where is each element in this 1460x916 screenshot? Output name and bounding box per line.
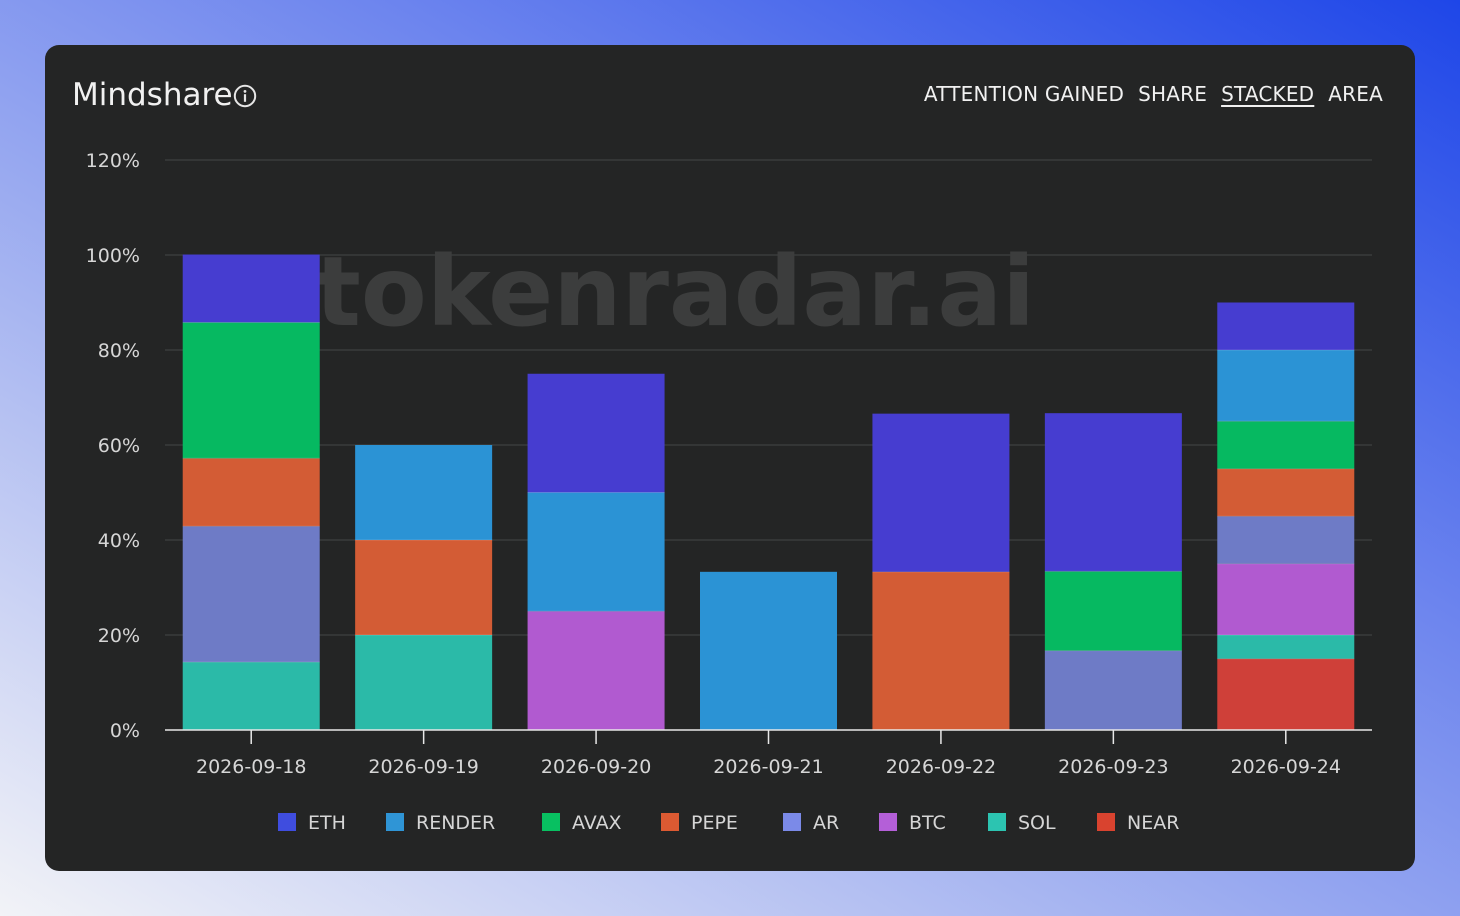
bar-eth-2026-09-20[interactable] [527,373,665,493]
legend-label: BTC [909,812,946,834]
legend-item-pepe[interactable]: PEPE [661,812,738,834]
legend-item-ar[interactable]: AR [783,812,839,834]
page-title: Mindshare [72,77,233,113]
legend-swatch [1097,813,1115,831]
mindshare-card: Mindshare ATTENTION GAINED SHARE STACKED… [45,45,1415,871]
bar-btc-2026-09-20[interactable] [527,611,665,730]
bar-eth-2026-09-22[interactable] [872,413,1010,572]
legend-label: ETH [308,812,346,834]
legend-label: SOL [1018,812,1056,834]
x-axis: 2026-09-18 2026-09-19 2026-09-20 2026-09-21… [165,729,1372,778]
legend-swatch [386,813,404,831]
legend-item-render[interactable]: RENDER [386,812,495,834]
bar-near-2026-09-24[interactable] [1217,658,1355,730]
bar-pepe-2026-09-24[interactable] [1217,468,1355,517]
y-tick-label: 20% [98,625,140,647]
x-tick-label: 2026-09-24 [1231,756,1341,778]
bar-avax-2026-09-24[interactable] [1217,421,1355,469]
info-icon[interactable] [233,84,257,108]
legend-item-near[interactable]: NEAR [1097,812,1179,834]
tab-share[interactable]: SHARE [1138,82,1208,106]
bar-eth-2026-09-18[interactable] [182,254,320,323]
legend-item-sol[interactable]: SOL [988,812,1056,834]
legend-item-btc[interactable]: BTC [879,812,946,834]
tab-area[interactable]: AREA [1328,82,1383,106]
y-tick-label: 0% [110,720,140,742]
bar-render-2026-09-19[interactable] [355,445,493,540]
legend-label: NEAR [1127,812,1179,834]
y-tick-label: 80% [98,340,140,362]
bar-eth-2026-09-24[interactable] [1217,302,1355,351]
watermark: tokenradar.ai [315,236,1035,348]
tab-stacked[interactable]: STACKED [1221,82,1315,106]
bars-layer [182,254,1355,730]
x-tick-label: 2026-09-22 [886,756,996,778]
x-tick-label: 2026-09-21 [713,756,823,778]
view-tabs: ATTENTION GAINED SHARE STACKED AREA [924,81,1383,107]
legend: ETH RENDER AVAX PEPE AR BTC SOL NEAR [278,812,1179,834]
legend-swatch [278,813,296,831]
bar-render-2026-09-20[interactable] [527,492,665,612]
legend-swatch [661,813,679,831]
x-tick-label: 2026-09-18 [196,756,306,778]
bar-avax-2026-09-18[interactable] [182,322,320,459]
bar-render-2026-09-24[interactable] [1217,350,1355,422]
bar-pepe-2026-09-19[interactable] [355,540,493,635]
legend-swatch [542,813,560,831]
mindshare-chart: 0% 20% 40% 60% 80% 100% 120% tokenradar.ai 202… [86,150,1372,834]
bar-avax-2026-09-23[interactable] [1044,571,1182,651]
bar-render-2026-09-21[interactable] [700,571,837,730]
bar-ar-2026-09-24[interactable] [1217,516,1355,564]
legend-swatch [879,813,897,831]
bar-sol-2026-09-24[interactable] [1217,635,1355,659]
y-tick-label: 40% [98,530,140,552]
y-tick-label: 120% [86,150,140,172]
legend-label: AVAX [572,812,622,834]
y-tick-label: 100% [86,245,140,267]
bar-ar-2026-09-23[interactable] [1044,650,1182,730]
bar-pepe-2026-09-18[interactable] [182,458,320,527]
legend-item-eth[interactable]: ETH [278,812,346,834]
legend-item-avax[interactable]: AVAX [542,812,622,834]
legend-label: PEPE [691,812,738,834]
legend-swatch [783,813,801,831]
bar-sol-2026-09-19[interactable] [355,635,493,730]
bar-sol-2026-09-18[interactable] [182,662,320,730]
legend-label: AR [813,812,839,834]
tab-attention-gained[interactable]: ATTENTION GAINED [923,82,1125,106]
x-tick-label: 2026-09-19 [368,756,478,778]
legend-label: RENDER [416,812,495,834]
legend-swatch [988,813,1006,831]
x-tick-label: 2026-09-23 [1058,756,1168,778]
bar-pepe-2026-09-22[interactable] [872,571,1010,730]
bar-eth-2026-09-23[interactable] [1044,413,1182,572]
bar-btc-2026-09-24[interactable] [1217,563,1355,635]
y-tick-label: 60% [98,435,140,457]
bar-ar-2026-09-18[interactable] [182,526,320,663]
x-tick-label: 2026-09-20 [541,756,651,778]
